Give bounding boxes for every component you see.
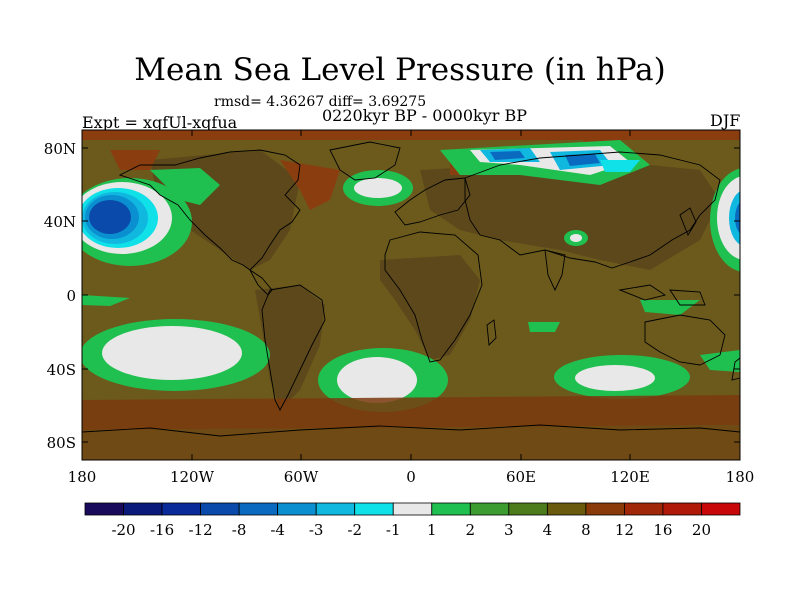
coastlines	[82, 141, 740, 437]
colorbar-boxes	[84, 502, 741, 516]
map-title: Mean Sea Level Pressure (in hPa)	[134, 52, 666, 88]
period-subtitle: 0220kyr BP - 0000kyr BP	[322, 106, 527, 125]
colorbar-box	[123, 502, 163, 516]
colorbar-label: -20	[111, 521, 135, 539]
lat-label-80n: 80N	[44, 140, 76, 158]
siberian-low	[440, 140, 650, 185]
colorbar-label: -3	[309, 521, 324, 539]
colorbar-labels: -20 -16 -12 -8 -4 -3 -2 -1 1 2 3 4 8 12 16 20	[111, 521, 711, 539]
stats-subtitle: rmsd= 4.36267 diff= 3.69275	[214, 94, 427, 110]
colorbar-label: 1	[427, 521, 437, 539]
tropical-green	[82, 295, 130, 306]
colorbar-label: 20	[692, 521, 711, 539]
colorbar-box	[84, 502, 124, 516]
colorbar-label: 2	[466, 521, 476, 539]
map-field	[82, 130, 740, 460]
land-field	[380, 255, 480, 360]
experiment-label: Expt = xqfUl-xqfua	[82, 113, 238, 132]
south-pacific-low	[82, 319, 270, 391]
colorbar-box	[701, 502, 741, 516]
colorbar-label: -2	[347, 521, 362, 539]
lon-label-120w: 120W	[170, 468, 215, 486]
colorbar-label: -12	[189, 521, 213, 539]
colorbar-label: 16	[653, 521, 672, 539]
colorbar-box	[662, 502, 702, 516]
land-field	[255, 285, 325, 410]
lat-ticks	[82, 147, 740, 443]
asia-small-low	[564, 230, 588, 246]
north-pacific-low	[82, 178, 192, 266]
lon-label-0: 0	[406, 468, 416, 486]
colorbar-label: -8	[232, 521, 247, 539]
colorbar-box	[200, 502, 240, 516]
colorbar-label: 4	[543, 521, 553, 539]
lat-label-0: 0	[66, 287, 76, 305]
lon-ticks	[81, 130, 741, 460]
lon-label-180w: 180	[68, 468, 97, 486]
antarctic-high	[82, 395, 740, 430]
colorbar-label: 3	[504, 521, 514, 539]
colorbar-box	[585, 502, 625, 516]
colorbar-box	[431, 502, 471, 516]
colorbar-label: 12	[615, 521, 634, 539]
pressure-band-green	[700, 350, 740, 372]
pressure-band-green	[150, 168, 220, 205]
colorbar-box	[354, 502, 394, 516]
lat-label-40s: 40S	[47, 361, 76, 379]
colorbar-box	[624, 502, 664, 516]
season-label: DJF	[710, 111, 741, 130]
south-atlantic-low	[318, 348, 448, 412]
pressure-band-high	[280, 160, 340, 210]
colorbar-box	[238, 502, 279, 516]
colorbar-label: -1	[386, 521, 401, 539]
colorbar-box	[161, 502, 201, 516]
colorbar-label: -16	[150, 521, 174, 539]
lon-label-60w: 60W	[284, 468, 319, 486]
tropical-green	[528, 322, 560, 332]
lat-label-80s: 80S	[47, 434, 76, 452]
colorbar-box	[508, 502, 548, 516]
lon-label-120e: 120E	[610, 468, 650, 486]
colorbar-label: 8	[581, 521, 591, 539]
colorbar-box	[277, 502, 317, 516]
lon-label-180e: 180	[726, 468, 755, 486]
north-pacific-low-wrap	[710, 168, 740, 272]
colorbar-box	[315, 502, 356, 516]
lon-label-60e: 60E	[506, 468, 536, 486]
colorbar-label: -4	[270, 521, 285, 539]
colorbar-box	[546, 502, 587, 516]
colorbar-box	[392, 502, 433, 516]
colorbar-box	[469, 502, 510, 516]
south-indian-low	[554, 355, 690, 399]
tropical-green	[640, 300, 700, 315]
lat-label-40n: 40N	[44, 213, 76, 231]
land-field	[420, 160, 720, 270]
